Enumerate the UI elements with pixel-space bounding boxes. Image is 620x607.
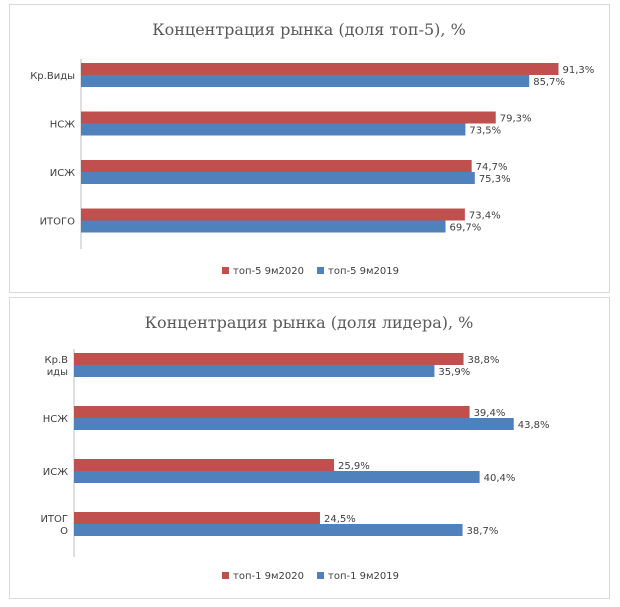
bar-top5-series1 xyxy=(81,63,559,75)
bar-leader-series2 xyxy=(74,471,480,483)
category-label: НСЖ xyxy=(50,120,76,131)
data-label: 38,8% xyxy=(468,355,500,366)
bar-leader-series1 xyxy=(74,459,335,471)
chart-panel-leader: Концентрация рынка (доля лидера), % Кр.В и… xyxy=(9,297,610,599)
chart-title: Концентрация рынка (доля лидера), % xyxy=(145,313,474,332)
chart-leader: Концентрация рынка (доля лидера), % Кр.Ви… xyxy=(40,313,550,582)
bar-top5-series2 xyxy=(81,172,475,184)
category-label: НСЖ xyxy=(43,414,69,425)
bar-top5-series1 xyxy=(81,160,472,172)
data-label: 74,7% xyxy=(476,162,508,173)
category-label: ИТОГ xyxy=(40,514,68,525)
data-label: 35,9% xyxy=(438,367,470,378)
category-label: иды xyxy=(47,367,68,378)
category-label: ИСЖ xyxy=(50,168,75,179)
legend-swatch xyxy=(317,572,324,579)
legend-label: топ-5 9м2020 xyxy=(233,266,304,277)
bar-top5-series1 xyxy=(81,111,496,124)
bar-leader-series2 xyxy=(74,524,463,536)
bar-leader-series1 xyxy=(74,512,320,524)
chart-title: Концентрация рынка (доля топ-5), % xyxy=(152,20,466,39)
category-label: О xyxy=(60,526,68,537)
data-label: 75,3% xyxy=(479,174,511,185)
legend-label: топ-5 9м2019 xyxy=(328,266,399,277)
data-label: 79,3% xyxy=(500,114,532,125)
bar-top5-series2 xyxy=(81,123,466,136)
bar-top5-series2 xyxy=(81,220,446,233)
data-label: 25,9% xyxy=(338,461,370,472)
data-label: 73,5% xyxy=(469,126,501,137)
chart-panel-top5: Концентрация рынка (доля топ-5), % Кр.Вид… xyxy=(9,4,610,293)
data-label: 85,7% xyxy=(533,77,565,88)
bar-leader-series2 xyxy=(74,365,435,377)
data-label: 73,4% xyxy=(469,211,501,222)
data-label: 39,4% xyxy=(474,408,506,419)
legend-swatch xyxy=(317,267,324,274)
bar-leader-series1 xyxy=(74,353,464,365)
data-label: 38,7% xyxy=(467,526,499,537)
bar-top5-series2 xyxy=(81,75,530,87)
legend-swatch xyxy=(222,267,229,274)
category-label: Кр.В xyxy=(45,355,69,366)
data-label: 40,4% xyxy=(484,473,516,484)
bar-leader-series1 xyxy=(74,406,470,418)
legend-label: топ-1 9м2020 xyxy=(233,571,304,582)
data-label: 69,7% xyxy=(450,223,482,234)
data-label: 91,3% xyxy=(562,65,594,76)
data-label: 24,5% xyxy=(324,514,356,525)
category-label: ИСЖ xyxy=(43,467,68,478)
legend-swatch xyxy=(222,572,229,579)
bar-top5-series1 xyxy=(81,208,465,221)
chart-top5: Концентрация рынка (доля топ-5), % Кр.Вид… xyxy=(30,20,594,277)
bar-leader-series2 xyxy=(74,418,514,430)
data-label: 43,8% xyxy=(518,420,550,431)
legend-label: топ-1 9м2019 xyxy=(328,571,399,582)
category-label: ИТОГО xyxy=(40,217,76,228)
category-label: Кр.Виды xyxy=(30,71,75,82)
